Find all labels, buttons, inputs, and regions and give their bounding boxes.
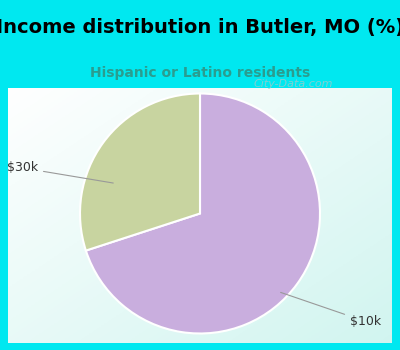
Text: City-Data.com: City-Data.com	[254, 79, 333, 89]
Wedge shape	[80, 93, 200, 251]
Text: $10k: $10k	[281, 292, 381, 328]
Wedge shape	[86, 93, 320, 334]
Text: $30k: $30k	[7, 161, 113, 183]
Text: Income distribution in Butler, MO (%): Income distribution in Butler, MO (%)	[0, 18, 400, 37]
Text: Hispanic or Latino residents: Hispanic or Latino residents	[90, 65, 310, 79]
